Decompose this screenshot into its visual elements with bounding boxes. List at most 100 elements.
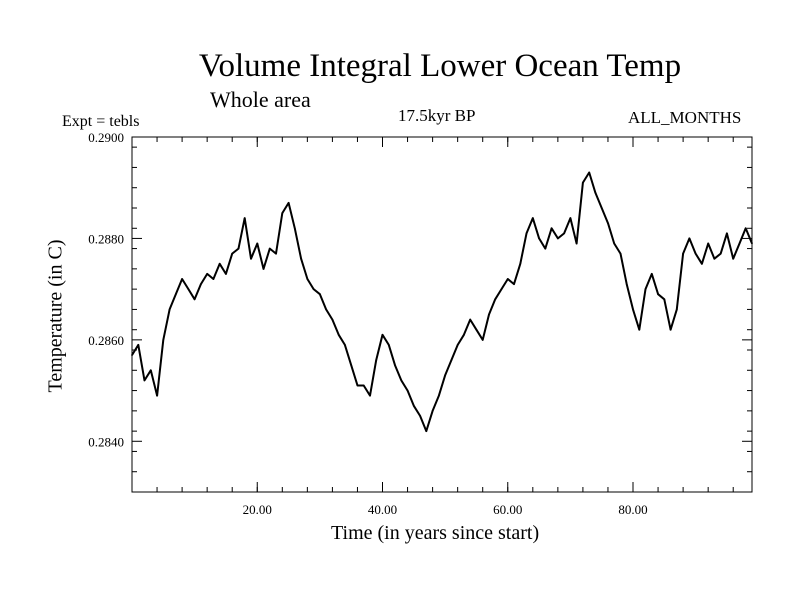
data-point — [726, 232, 728, 235]
data-point — [218, 262, 221, 265]
data-point — [494, 298, 497, 301]
data-point — [625, 283, 628, 285]
period-label: 17.5kyr BP — [398, 106, 476, 125]
data-point — [575, 242, 578, 245]
data-point — [513, 283, 515, 285]
data-point — [350, 364, 352, 367]
data-point — [387, 344, 390, 346]
data-point — [688, 237, 691, 240]
data-point — [187, 288, 190, 290]
data-point — [137, 344, 140, 346]
data-point — [287, 202, 290, 204]
data-point — [344, 344, 346, 346]
data-point — [469, 318, 471, 321]
data-point — [563, 232, 565, 235]
plot-frame — [131, 136, 753, 493]
data-point — [450, 359, 453, 361]
data-point — [738, 242, 741, 245]
data-point — [394, 364, 396, 367]
data-point — [456, 344, 459, 346]
data-point — [676, 308, 678, 311]
data-point — [381, 333, 384, 336]
data-point — [525, 232, 528, 235]
data-point — [644, 288, 647, 290]
data-point — [419, 415, 421, 417]
data-point — [463, 333, 465, 336]
data-point — [193, 298, 196, 301]
data-point — [262, 268, 265, 270]
data-point — [607, 222, 609, 225]
x-tick-label: 80.00 — [618, 502, 647, 517]
axis-tick-labels: 20.00 40.00 60.00 80.00 0.2840 0.2860 0.2880 0.… — [88, 130, 647, 517]
data-point — [488, 313, 490, 316]
data-point — [181, 278, 183, 280]
data-point — [268, 247, 271, 250]
data-point — [475, 328, 478, 331]
data-point — [732, 257, 735, 260]
data-point — [300, 257, 302, 260]
data-point — [256, 242, 259, 245]
data-point — [500, 288, 503, 290]
data-point — [638, 328, 641, 331]
data-point — [413, 404, 415, 407]
y-tick-label: 0.2880 — [88, 231, 124, 246]
experiment-label: Expt = tebls — [62, 113, 140, 130]
data-point — [206, 273, 208, 275]
data-point — [200, 283, 202, 285]
data-point — [682, 252, 684, 255]
data-point — [550, 227, 553, 230]
data-point — [406, 389, 409, 392]
chart-subtitle: Whole area — [210, 87, 311, 112]
data-point — [362, 384, 365, 387]
data-point — [438, 394, 440, 397]
data-point — [650, 273, 653, 275]
data-point — [657, 293, 659, 296]
data-point — [275, 252, 277, 255]
data-point — [281, 212, 284, 214]
data-point — [669, 328, 672, 331]
data-point — [444, 374, 446, 377]
x-tick-label: 40.00 — [368, 502, 397, 517]
axis-ticks — [132, 136, 752, 492]
data-point — [632, 308, 634, 311]
data-point — [544, 247, 547, 250]
x-tick-label: 20.00 — [243, 502, 272, 517]
data-point — [149, 369, 152, 372]
data-point — [506, 278, 509, 280]
data-point — [143, 379, 146, 382]
data-point — [212, 278, 215, 280]
data-point — [663, 298, 666, 301]
data-point — [312, 288, 315, 290]
data-point — [243, 217, 246, 219]
data-point — [306, 278, 309, 280]
data-point — [369, 394, 371, 397]
data-point — [131, 354, 133, 356]
x-axis-label: Time (in years since start) — [331, 522, 540, 544]
y-tick-label: 0.2840 — [88, 434, 124, 449]
data-point — [175, 293, 177, 296]
data-point — [168, 308, 171, 311]
data-point — [431, 410, 434, 412]
series-group — [131, 171, 753, 433]
data-point — [425, 430, 428, 432]
data-point — [294, 227, 296, 230]
data-point — [225, 273, 227, 275]
data-point — [707, 242, 709, 245]
data-point — [331, 318, 334, 321]
data-point — [319, 293, 321, 296]
data-point — [356, 384, 359, 387]
data-point — [557, 237, 559, 240]
data-point — [337, 333, 340, 336]
series-line — [131, 171, 753, 433]
months-label: ALL_MONTHS — [628, 108, 742, 127]
data-point — [744, 227, 747, 230]
x-tick-label: 60.00 — [493, 502, 522, 517]
data-point — [569, 217, 572, 219]
data-point — [250, 257, 252, 260]
data-point — [600, 207, 603, 209]
data-point — [588, 171, 590, 174]
data-point — [619, 252, 622, 255]
data-point — [237, 247, 240, 250]
data-point — [375, 359, 378, 361]
